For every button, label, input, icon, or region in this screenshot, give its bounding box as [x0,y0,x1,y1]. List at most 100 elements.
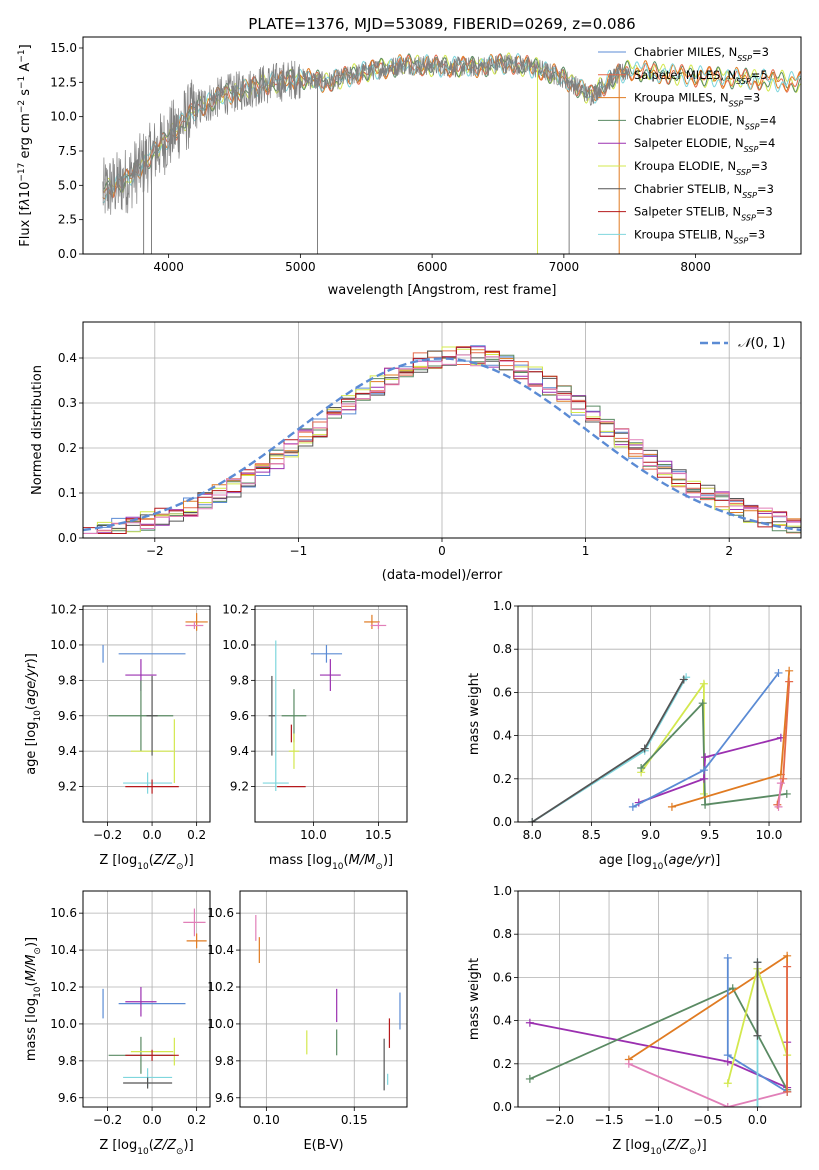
x-tick-label: 0.15 [341,1113,368,1127]
x-axis-label: wavelength [Angstrom, rest frame] [328,283,557,298]
x-tick-label: 0.2 [187,828,206,842]
y-tick-label: 15.0 [50,41,77,55]
y-tick-label: 1.0 [493,884,512,898]
y-axis-label: mass [log10(M/M⊙)] [24,937,43,1061]
x-tick-label: −1.5 [594,1113,623,1127]
axes-frame [82,605,211,823]
y-tick-label: 9.8 [58,1054,77,1068]
data-marker-chabrier_stelib [528,818,537,822]
x-tick-label: −0.2 [93,1113,122,1127]
x-axis-label: Z [log10(Z/Z⊙)] [612,1138,706,1157]
data-marker-kroupa_miles [667,802,676,811]
y-tick-label: 0.4 [493,729,512,743]
legend-label: 𝒩(0, 1) [738,336,785,351]
x-axis-label: Z [log10(Z/Z⊙)] [99,1138,193,1157]
residuals-plot [83,345,801,534]
x-tick-label: 0.0 [143,1113,162,1127]
y-tick-label: 10.2 [50,603,77,617]
age_vs_Z-plot [102,613,208,794]
y-tick-label: 9.6 [230,709,249,723]
series-line-chabrier_elodie [640,701,787,806]
y-tick-label: 10.0 [50,110,77,124]
x-tick-label: 10.0 [300,828,327,842]
legend-label: Chabrier MILES, NSSP=3 [634,45,769,63]
y-tick-label: 0.4 [58,351,77,365]
data-marker-salpeter_elodie [525,1018,534,1027]
axes-frame [82,890,211,1108]
y-tick-label: 9.8 [58,673,77,687]
age_vs_mass-plot [262,614,387,792]
y-tick-label: 2.5 [58,213,77,227]
data-marker-chabrier_elodie [525,1074,534,1083]
legend-label: Salpeter ELODIE, NSSP=4 [634,136,775,154]
x-tick-label: −0.5 [693,1113,722,1127]
x-tick-label: 7000 [549,260,580,274]
y-tick-label: 9.4 [58,744,77,758]
y-tick-label: 10.0 [50,638,77,652]
data-marker-chabrier_elodie [698,699,707,708]
mass_vs_Z-plot [102,908,207,1089]
y-tick-label: 0.2 [58,441,77,455]
y-tick-label: 10.4 [50,943,77,957]
series-line-chabrier_miles [632,672,780,808]
series-line-kroupa_stelib [531,676,687,822]
data-marker-pink [776,779,785,788]
x-tick-label: 0.10 [253,1113,280,1127]
x-tick-label: −2 [146,544,164,558]
data-marker-pink [774,802,783,811]
y-tick-label: 10.0 [207,1017,234,1031]
data-marker-salpeter_miles [779,774,788,783]
plot-layer: 4000 5000 6000 7000 80000.02.55.07.510.012.5… [17,36,802,1157]
y-axis-label: Normed distribution [30,365,45,495]
mass_vs_ebv-plot [255,915,401,1091]
x-axis-label: E(B-V) [303,1138,343,1153]
y-tick-label: 7.5 [58,144,77,158]
x-tick-label: 0 [438,544,446,558]
x-tick-label: −1 [290,544,308,558]
data-marker-kroupa_miles [783,951,792,960]
data-marker-chabrier_stelib [753,958,762,967]
axes-frame [239,890,408,1108]
x-tick-label: 8000 [680,260,711,274]
normal-curve [83,357,801,532]
mass_vs_Z-panel: −0.2 0.0 0.2 9.6 9.8 10.0 10.2 10.4 10.6 Z [log10… [24,890,211,1157]
data-marker-chabrier_elodie [637,764,646,772]
data-marker-kroupa_elodie [723,1079,732,1088]
legend-label: Salpeter STELIB, NSSP=3 [634,205,773,223]
y-tick-label: 0.0 [493,815,512,829]
x-tick-label: 4000 [153,260,184,274]
y-tick-label: 0.4 [493,1014,512,1028]
y-axis-label: mass weight [467,673,482,755]
age_vs_mass-panel: 10.0 10.5 9.2 9.4 9.6 9.8 10.0 10.2 mass [log10(… [222,603,408,872]
data-marker-kroupa_elodie [699,679,708,688]
y-tick-label: 10.4 [207,943,234,957]
y-tick-label: 0.3 [58,396,77,410]
y-tick-label: 9.2 [58,780,77,794]
x-tick-label: 9.5 [700,828,719,842]
legend-label: Kroupa ELODIE, NSSP=3 [634,159,768,177]
weight_vs_age-panel: 8.0 8.5 9.0 9.5 10.0 0.0 0.2 0.4 0.6 0.8 1.0 age [l… [467,599,802,872]
data-marker-salpeter_miles [783,1087,792,1096]
y-tick-label: 10.0 [222,638,249,652]
y-tick-label: 10.2 [50,980,77,994]
x-tick-label: −1.0 [644,1113,673,1127]
x-tick-label: 8.0 [523,828,542,842]
y-tick-label: 10.2 [207,980,234,994]
data-marker-chabrier_elodie [701,800,710,809]
y-axis-label: Flux [fλ10−17 erg cm−2 s−1 A−1] [17,44,33,246]
y-tick-label: 9.2 [230,780,249,794]
x-axis-label: (data-model)/error [382,568,503,583]
y-tick-label: 0.8 [493,642,512,656]
y-tick-label: 0.2 [493,1057,512,1071]
x-axis-label: age [log10(age/yr)] [599,853,721,872]
x-tick-label: 10.0 [756,828,783,842]
legend-label: Kroupa MILES, NSSP=3 [634,91,760,109]
y-tick-label: 9.4 [230,744,249,758]
data-marker-kroupa_stelib [753,1103,762,1107]
legend-label: Chabrier ELODIE, NSSP=4 [634,113,776,130]
spectrum-legend: Chabrier MILES, NSSP=3 Salpeter MILES, NS… [598,45,776,245]
y-tick-label: 9.6 [58,1091,77,1105]
y-tick-label: 0.6 [493,685,512,699]
data-marker-kroupa_miles [785,666,794,675]
data-marker-salpeter_elodie [699,774,708,783]
